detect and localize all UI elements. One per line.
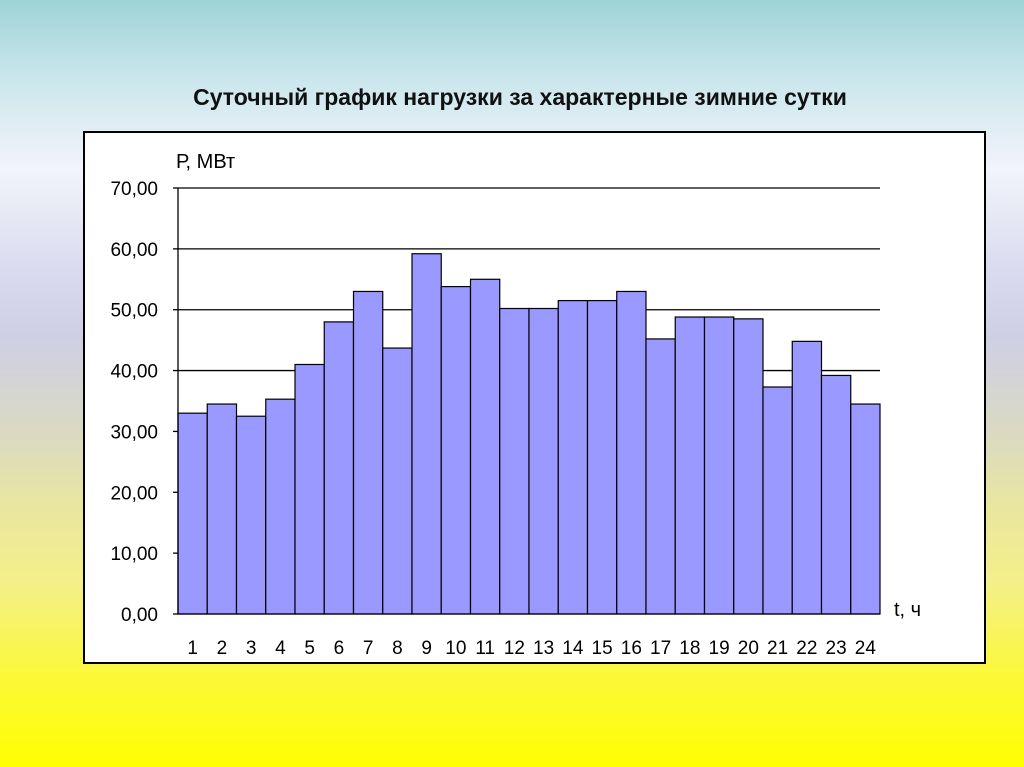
x-tick-label: 17 bbox=[650, 638, 671, 659]
x-tick-label: 23 bbox=[826, 638, 847, 659]
x-tick-label: 7 bbox=[363, 638, 374, 659]
bar bbox=[177, 412, 208, 615]
x-tick-label: 16 bbox=[621, 638, 642, 659]
bar bbox=[645, 338, 676, 615]
x-tick-label: 14 bbox=[562, 638, 584, 659]
bar bbox=[235, 415, 267, 615]
bar bbox=[206, 403, 238, 615]
bar bbox=[265, 398, 296, 615]
chart-title: Суточный график нагрузки за характерные … bbox=[193, 84, 847, 110]
x-tick-label: 21 bbox=[767, 638, 788, 659]
x-tick-label: 20 bbox=[738, 638, 759, 659]
x-tick-label: 18 bbox=[679, 638, 700, 659]
bar bbox=[469, 278, 501, 615]
x-tick-label: 19 bbox=[709, 638, 730, 659]
y-tick-label: 10,00 bbox=[110, 544, 158, 565]
bar bbox=[528, 307, 559, 615]
x-tick-label: 6 bbox=[334, 638, 345, 659]
x-tick-label: 12 bbox=[504, 638, 525, 659]
bar bbox=[733, 318, 764, 615]
y-tick-label: 30,00 bbox=[110, 422, 158, 443]
y-tick-label: 20,00 bbox=[110, 483, 158, 504]
x-tick-label: 15 bbox=[592, 638, 613, 659]
y-tick-label: 50,00 bbox=[110, 301, 158, 322]
bar bbox=[703, 316, 735, 615]
x-tick-labels: 1 2 3 4 5 6 7 8 9 10 11 12 13 14 15 16 17 18 19 20 21 22 23 24 bbox=[187, 638, 876, 659]
bar bbox=[411, 253, 442, 615]
x-tick-label: 9 bbox=[421, 638, 432, 659]
bar bbox=[557, 299, 589, 615]
bar bbox=[850, 403, 881, 615]
x-tick-label: 5 bbox=[304, 638, 315, 659]
y-axis-label: Р, МВт bbox=[176, 151, 235, 173]
x-tick-label: 8 bbox=[392, 638, 403, 659]
bar bbox=[616, 290, 647, 615]
y-tick-labels: 0,00 10,00 20,00 30,00 40,00 50,00 60,00 70,00 bbox=[110, 179, 158, 626]
x-tick-label: 24 bbox=[855, 638, 877, 659]
bar bbox=[440, 285, 472, 615]
y-tick-label: 70,00 bbox=[110, 179, 158, 200]
bar bbox=[499, 307, 530, 615]
bar bbox=[586, 299, 618, 615]
y-tick-label: 60,00 bbox=[110, 240, 158, 261]
x-tick-label: 2 bbox=[217, 638, 228, 659]
x-tick-label: 22 bbox=[796, 638, 817, 659]
bar bbox=[820, 374, 852, 615]
bar bbox=[352, 290, 384, 615]
bar bbox=[323, 321, 355, 615]
bars bbox=[177, 253, 881, 615]
x-tick-label: 10 bbox=[445, 638, 466, 659]
y-tick-label: 40,00 bbox=[110, 362, 158, 383]
bar bbox=[674, 316, 706, 615]
x-tick-label: 11 bbox=[475, 638, 495, 659]
x-axis-label: t, ч bbox=[894, 599, 921, 621]
x-tick-label: 4 bbox=[275, 638, 286, 659]
bar bbox=[382, 347, 413, 615]
x-tick-label: 1 bbox=[187, 638, 198, 659]
bar bbox=[762, 386, 793, 615]
axes bbox=[173, 187, 880, 615]
x-tick-label: 13 bbox=[533, 638, 554, 659]
bar bbox=[791, 340, 823, 615]
x-tick-label: 3 bbox=[246, 638, 257, 659]
bar bbox=[294, 363, 325, 615]
y-tick-label: 0,00 bbox=[121, 605, 158, 626]
